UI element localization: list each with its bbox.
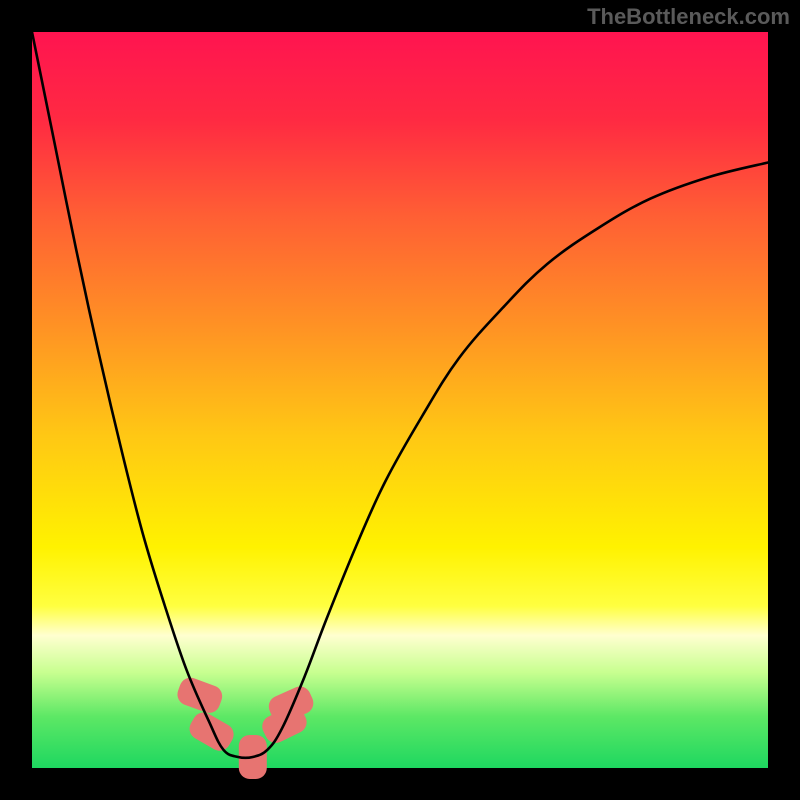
chart-container: TheBottleneck.com	[0, 0, 800, 800]
watermark-text: TheBottleneck.com	[587, 4, 790, 30]
bottleneck-chart	[0, 0, 800, 800]
plot-background	[32, 32, 768, 768]
